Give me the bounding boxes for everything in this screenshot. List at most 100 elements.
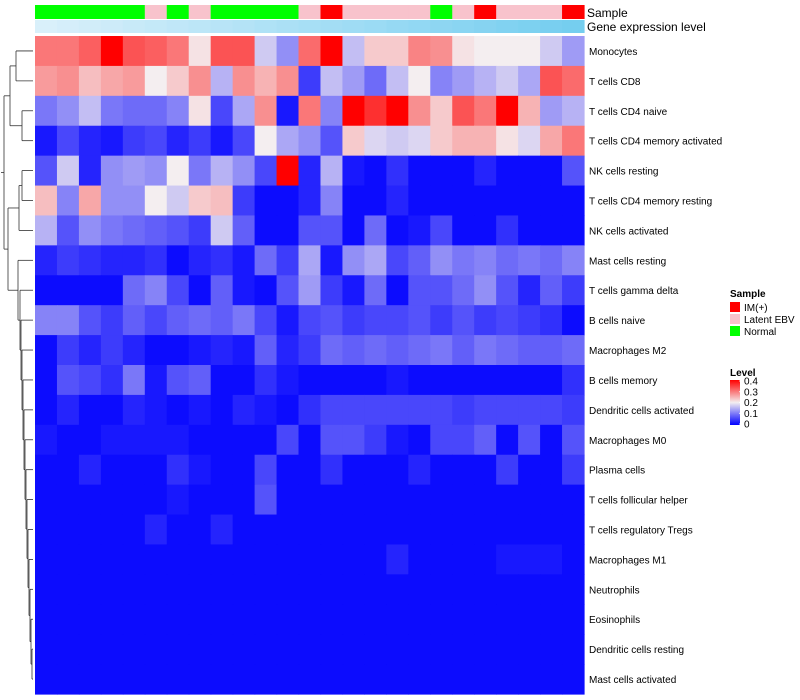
heatmap-cell	[254, 215, 278, 246]
heatmap-cell	[386, 424, 409, 456]
heatmap-cell	[562, 275, 585, 306]
heatmap-cell	[188, 95, 212, 127]
heatmap-cell	[122, 634, 146, 665]
row-label: Mast cells activated	[589, 675, 676, 686]
heatmap-cell	[56, 424, 80, 456]
heatmap-cell	[166, 245, 190, 276]
heatmap-cell	[100, 394, 124, 426]
heatmap-cell	[144, 125, 168, 157]
heatmap-cell	[540, 664, 563, 695]
heatmap-cell	[342, 275, 365, 306]
heatmap-cell	[540, 36, 563, 67]
heatmap-cell	[320, 604, 344, 635]
heatmap-cell	[210, 634, 234, 665]
heatmap-cell	[386, 604, 409, 635]
heatmap-cell	[188, 604, 212, 635]
heatmap-cell	[254, 185, 278, 217]
heatmap-cell	[298, 95, 322, 127]
heatmap-cell	[430, 454, 453, 486]
heatmap-cell	[342, 245, 365, 276]
heatmap-cell	[518, 275, 541, 306]
heatmap-cell	[254, 604, 278, 635]
heatmap-cell	[276, 544, 300, 575]
heatmap-cell	[144, 604, 168, 635]
heatmap-cell	[342, 185, 365, 217]
heatmap-cell	[496, 36, 519, 67]
row-label: T cells regulatory Tregs	[589, 526, 693, 537]
heatmap-cell	[35, 574, 58, 605]
heatmap-cell	[430, 275, 453, 306]
legend-level-tick-label: 0.2	[744, 398, 758, 409]
heatmap-cell	[122, 514, 146, 546]
sample-annotation-cell	[320, 5, 344, 19]
heatmap-cell	[122, 424, 146, 456]
heatmap-cell	[342, 215, 365, 246]
legend-level-tick-label: 0.3	[744, 387, 758, 398]
row-label: Plasma cells	[589, 466, 645, 477]
heatmap-cell	[540, 365, 563, 396]
heatmap-cell	[518, 365, 541, 396]
heatmap-cell	[78, 65, 102, 97]
heatmap-cell	[364, 245, 387, 276]
heatmap-cell	[386, 215, 409, 246]
heatmap-cell	[78, 514, 102, 546]
row-label: T cells CD8	[589, 77, 641, 88]
heatmap-cell	[35, 664, 58, 695]
legend-level-tick-label: 0.1	[744, 409, 758, 420]
gene-expression-annotation-label: Gene expression level	[587, 20, 706, 34]
heatmap-cell	[56, 604, 80, 635]
heatmap-cell	[364, 574, 387, 605]
heatmap-cell	[540, 305, 563, 336]
heatmap-cell	[518, 424, 541, 456]
heatmap-cell	[540, 275, 563, 306]
heatmap-cell	[276, 275, 300, 306]
gene-expression-annotation-cell	[122, 20, 146, 33]
heatmap-cell	[100, 36, 124, 67]
heatmap-cell	[122, 484, 146, 516]
heatmap-cell	[144, 574, 168, 605]
legend-sample-label: Latent EBV	[744, 315, 795, 326]
heatmap-cell	[430, 125, 453, 157]
heatmap-cell	[166, 664, 190, 695]
heatmap-cell	[298, 484, 322, 516]
heatmap-cell	[518, 245, 541, 276]
heatmap-cell	[386, 634, 409, 665]
heatmap-cell	[430, 365, 453, 396]
heatmap-cell	[210, 544, 234, 575]
heatmap-cell	[386, 65, 409, 97]
sample-annotation-cell	[78, 5, 102, 19]
heatmap-cell	[540, 245, 563, 276]
heatmap-cell	[540, 155, 563, 187]
heatmap-cell	[320, 155, 344, 187]
legend-level-colorbar	[730, 380, 740, 425]
heatmap-cell	[166, 275, 190, 306]
heatmap-cell	[320, 125, 344, 157]
heatmap-cell	[562, 305, 585, 336]
heatmap-cell	[452, 335, 475, 366]
heatmap-cell	[254, 514, 278, 546]
heatmap-cell	[562, 454, 585, 486]
heatmap-cell	[562, 514, 585, 546]
heatmap-cell	[430, 36, 453, 67]
legend-sample-swatch	[730, 314, 740, 324]
sample-annotation-cell	[386, 5, 409, 19]
heatmap-cell	[496, 215, 519, 246]
heatmap-cell	[474, 275, 497, 306]
gene-expression-annotation-cell	[188, 20, 212, 33]
row-label: Macrophages M2	[589, 346, 667, 357]
heatmap-cell	[496, 185, 519, 217]
heatmap-cell	[408, 305, 431, 336]
heatmap-cell	[100, 544, 124, 575]
heatmap-cell	[35, 394, 58, 426]
heatmap-cell	[474, 544, 497, 575]
heatmap-cell	[518, 514, 541, 546]
heatmap-cell	[562, 574, 585, 605]
heatmap-cell	[342, 424, 365, 456]
heatmap-cell	[518, 95, 541, 127]
heatmap-cell	[342, 514, 365, 546]
heatmap-cell	[518, 65, 541, 97]
heatmap-cell	[562, 335, 585, 366]
heatmap-cell	[386, 305, 409, 336]
heatmap-cell	[298, 155, 322, 187]
heatmap-cell	[254, 394, 278, 426]
